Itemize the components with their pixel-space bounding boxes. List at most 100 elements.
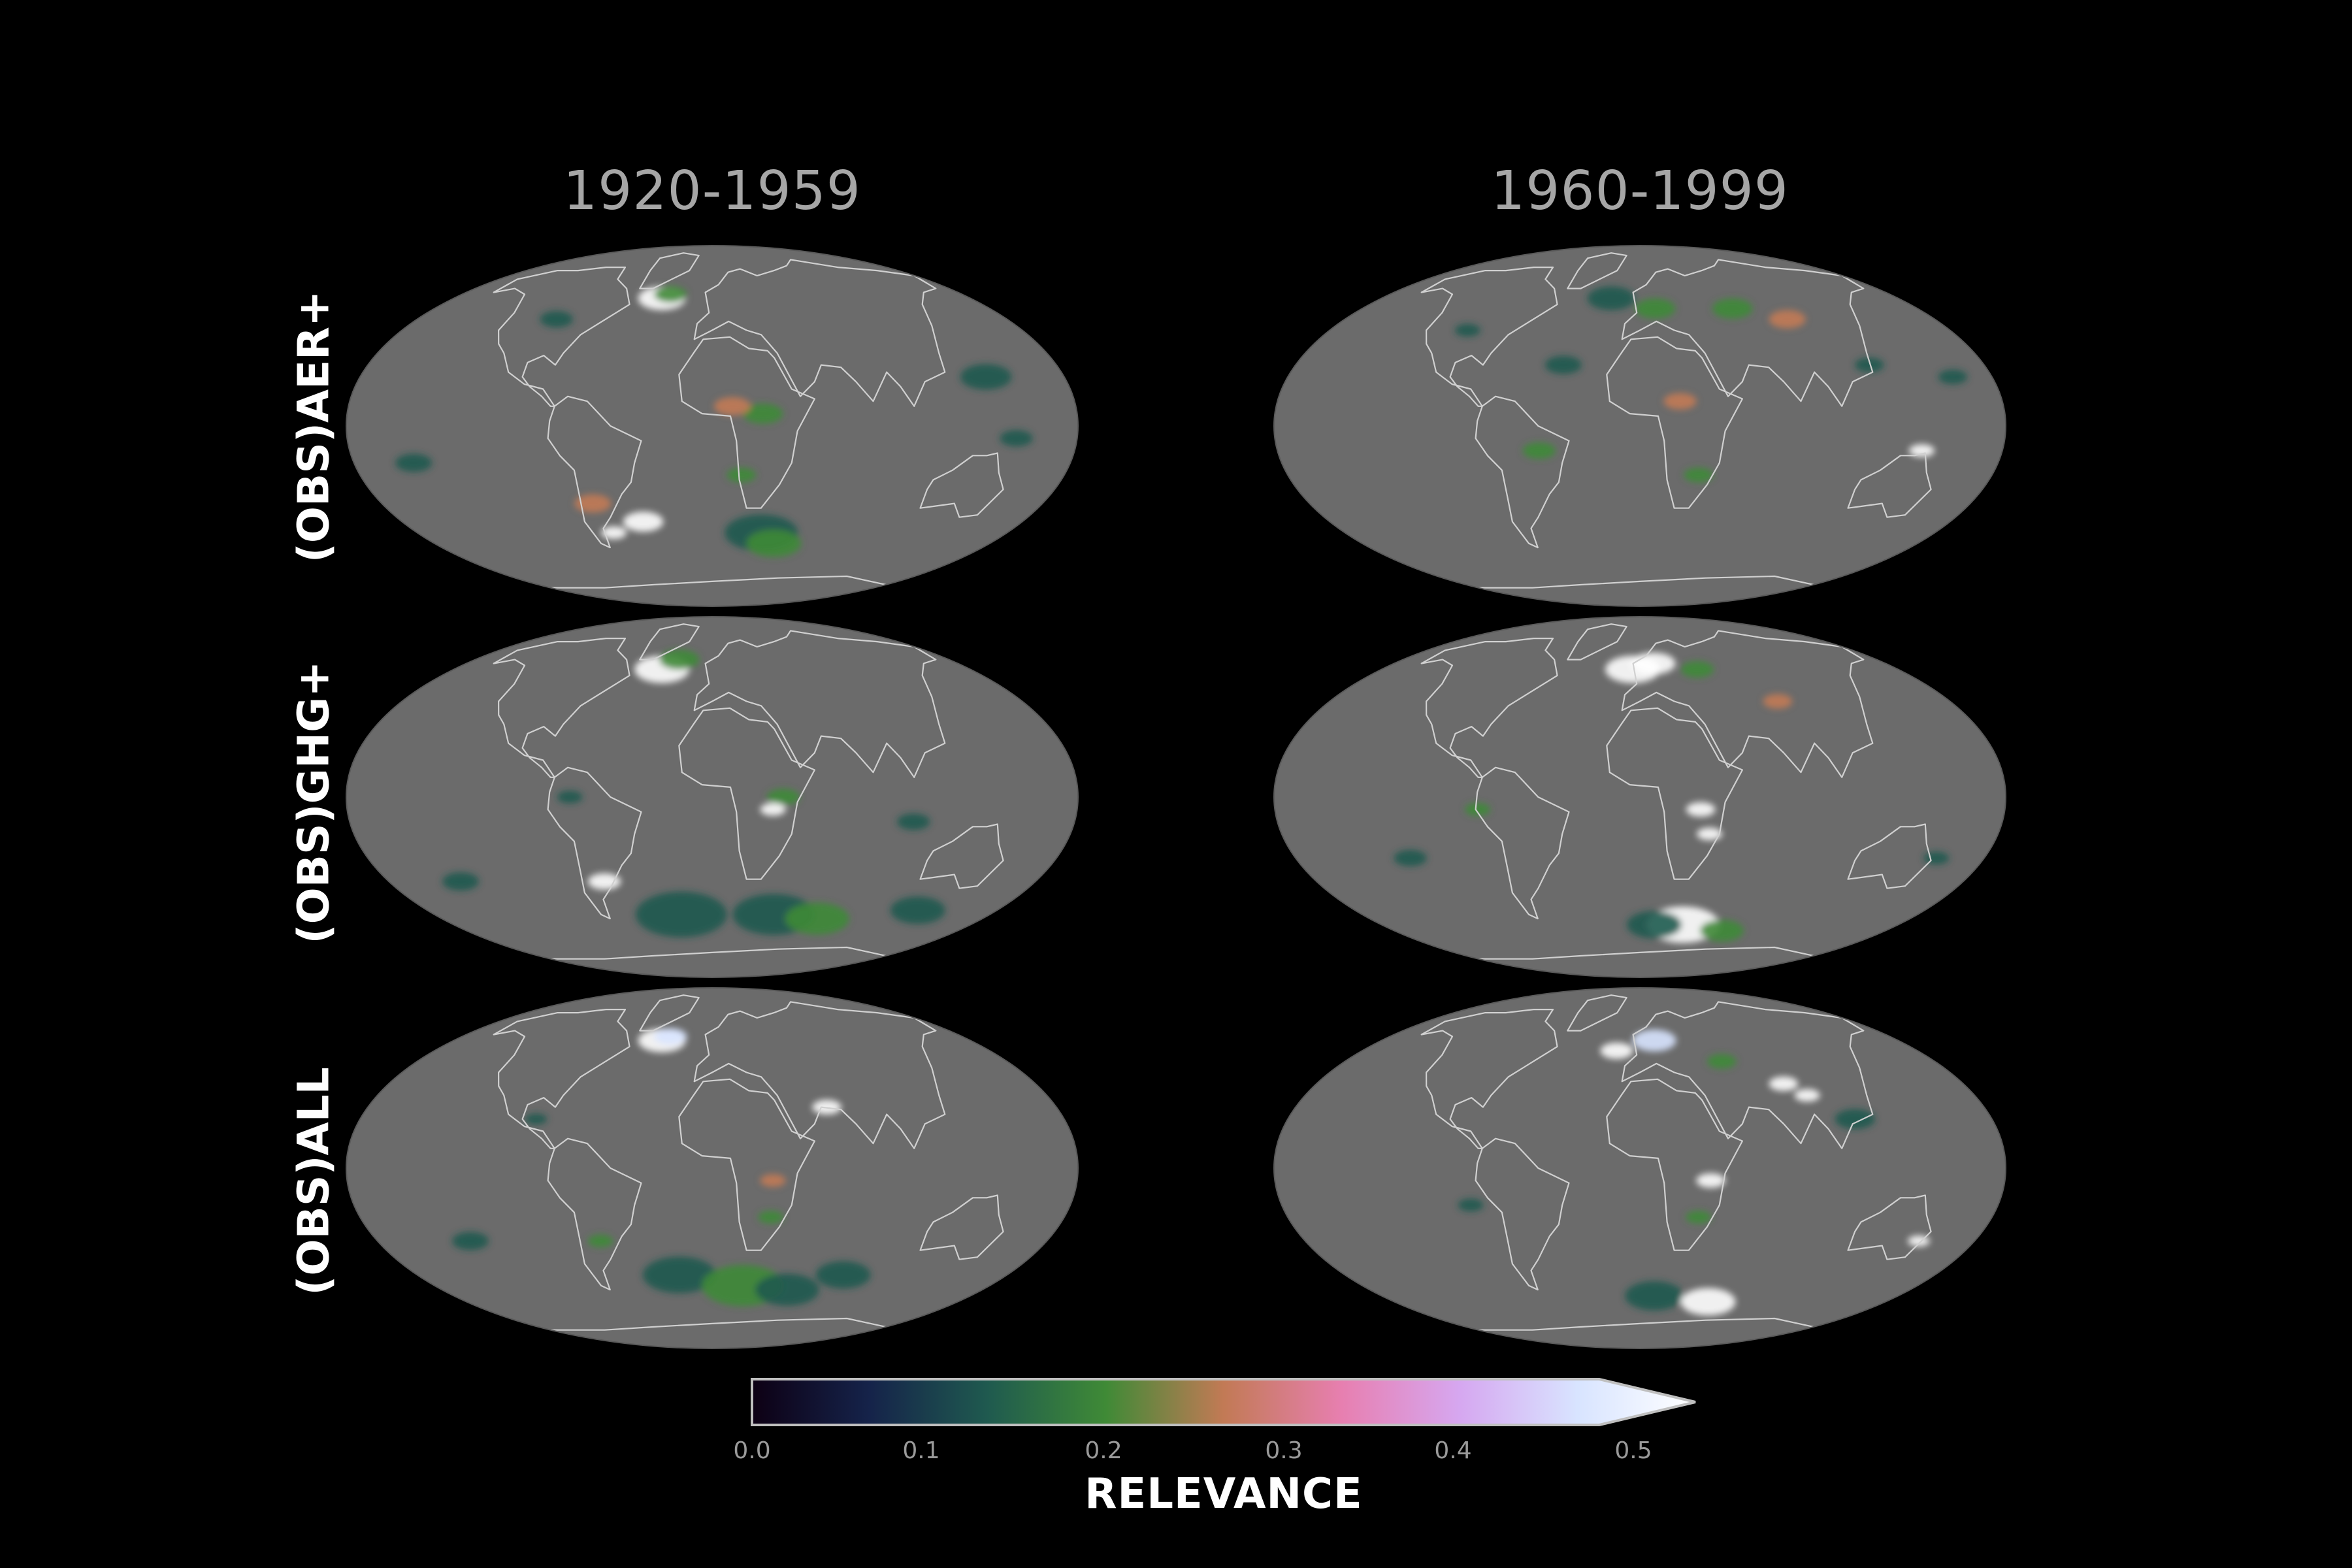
relevance-blob: [1769, 310, 1806, 329]
globe-background: [346, 617, 1078, 977]
coastline: [639, 252, 700, 289]
relevance-blob: [1938, 369, 1968, 385]
globe-outline: [1273, 987, 2006, 1349]
colorbar-tick-1: 0.1: [902, 1437, 940, 1464]
globe-outline: [1273, 245, 2006, 607]
coastline: [1621, 259, 1874, 407]
relevance-blob: [1635, 298, 1676, 319]
globe-background: [1274, 988, 2006, 1348]
coastline: [1567, 252, 1627, 289]
relevance-blob: [1600, 1042, 1633, 1059]
colorbar: [750, 1377, 1697, 1427]
relevance-blob: [587, 1234, 613, 1248]
relevance-blob: [587, 873, 621, 890]
relevance-blob: [1712, 298, 1753, 319]
relevance-blob: [1458, 1198, 1484, 1212]
relevance-blob: [1908, 444, 1935, 457]
relevance-blob: [1908, 1235, 1930, 1247]
relevance-blob: [1394, 849, 1427, 866]
relevance-blob: [659, 649, 700, 670]
relevance-blob: [1697, 827, 1723, 841]
relevance-blob: [1454, 323, 1480, 337]
coastline: [551, 575, 887, 589]
coastline: [919, 452, 1004, 518]
coastline: [1478, 575, 1814, 589]
coastline: [547, 1137, 642, 1291]
relevance-blob: [1707, 1054, 1737, 1069]
column-title-1920-1959: 1920-1959: [563, 160, 861, 222]
relevance-blob: [1587, 286, 1635, 310]
relevance-blob: [1763, 694, 1793, 709]
coastline: [1621, 1001, 1874, 1149]
coastline: [1847, 452, 1932, 518]
row-label-all-text: (OBS)ALL: [288, 1067, 339, 1296]
relevance-blob: [746, 529, 802, 557]
coastline: [678, 1078, 815, 1251]
coastline: [547, 395, 642, 549]
relevance-blob: [1835, 1109, 1876, 1130]
relevance-blob: [897, 813, 930, 830]
globe-background: [346, 246, 1078, 606]
relevance-blob: [1465, 803, 1491, 816]
coastline: [1567, 994, 1627, 1032]
coastline: [1847, 823, 1932, 889]
relevance-blob: [642, 1256, 716, 1294]
globe-outline: [1273, 616, 2006, 978]
relevance-blob: [442, 872, 480, 891]
relevance-blob: [654, 286, 687, 303]
colorbar-tick-4: 0.4: [1434, 1437, 1472, 1464]
relevance-blob: [1000, 430, 1033, 447]
relevance-blob: [540, 311, 573, 328]
globe-outline: [346, 987, 1079, 1349]
map-all-1960-1999: [1271, 985, 2009, 1351]
coastline: [547, 766, 642, 920]
relevance-blob: [1923, 851, 1950, 865]
relevance-blob: [815, 1261, 871, 1289]
coastline: [693, 630, 946, 778]
relevance-blob: [742, 403, 783, 424]
coastline: [493, 638, 630, 778]
relevance-blob: [755, 1273, 819, 1306]
colorbar-title: RELEVANCE: [1085, 1470, 1363, 1518]
relevance-blob: [574, 494, 612, 513]
relevance-blob: [1625, 1281, 1684, 1311]
coastline: [1478, 1317, 1814, 1331]
row-label-aer-text: (OBS)AER+: [288, 290, 339, 563]
relevance-blob: [1680, 1288, 1736, 1316]
relevance-blob: [1794, 1088, 1820, 1102]
colorbar-tick-5: 0.5: [1614, 1437, 1652, 1464]
coastline: [1475, 1137, 1570, 1291]
relevance-blob: [890, 896, 945, 924]
coastline: [493, 1009, 630, 1149]
relevance-blob: [1686, 1211, 1712, 1224]
relevance-blob: [727, 467, 757, 483]
globe-background: [1274, 617, 2006, 977]
map-ghg-1960-1999: [1271, 614, 2009, 980]
coastline: [1420, 267, 1558, 407]
relevance-blob: [1686, 802, 1716, 817]
relevance-blob: [1684, 467, 1714, 483]
coastline: [678, 336, 815, 509]
globe-background: [346, 988, 1078, 1348]
coastline: [1606, 1078, 1743, 1251]
globe-outline: [346, 245, 1079, 607]
relevance-blob: [760, 1174, 786, 1187]
colorbar-tick-0: 0.0: [733, 1437, 771, 1464]
coastline: [639, 623, 700, 661]
map-all-1920-1959: [343, 985, 1081, 1351]
coastline: [678, 707, 815, 880]
relevance-blob: [557, 791, 583, 804]
row-label-ghg-text: (OBS)GHG+: [288, 661, 339, 944]
coastline: [551, 946, 887, 960]
globe-outline: [346, 616, 1079, 978]
relevance-blob: [623, 512, 664, 532]
relevance-blob: [785, 902, 849, 935]
coastline: [1475, 395, 1570, 549]
coastline: [693, 259, 946, 407]
relevance-blob: [766, 789, 800, 806]
relevance-blob: [452, 1232, 489, 1250]
map-aer-1960-1999: [1271, 243, 2009, 609]
relevance-blob: [713, 397, 751, 416]
relevance-blob: [760, 803, 786, 816]
coastline: [1478, 946, 1814, 960]
